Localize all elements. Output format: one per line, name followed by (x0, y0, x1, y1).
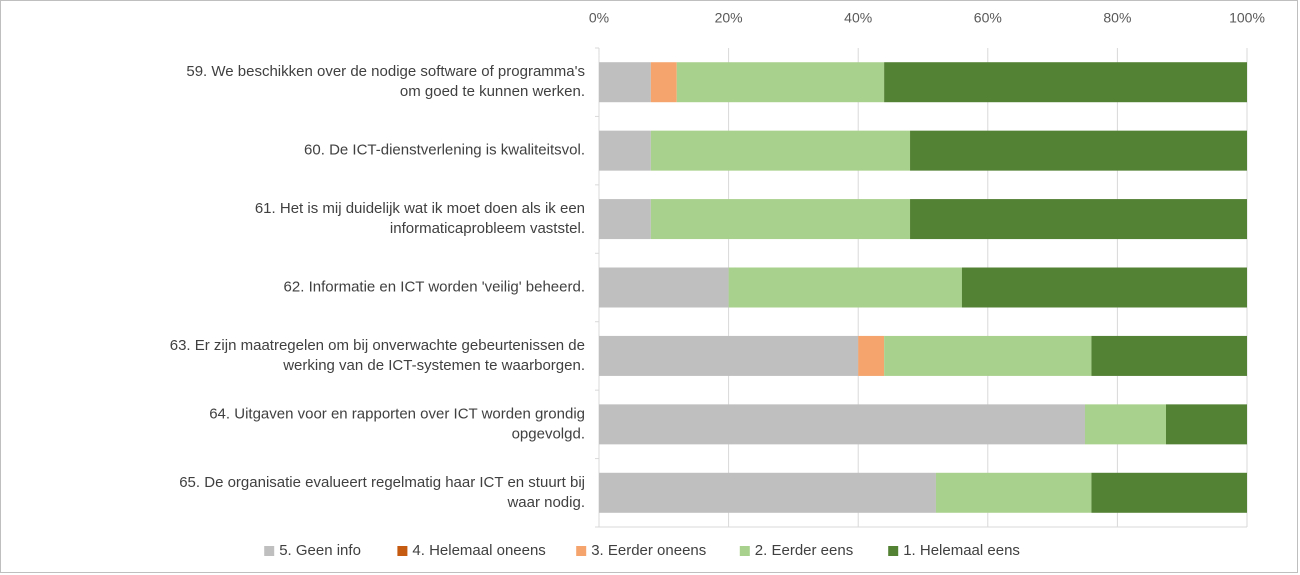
bar-segment (650, 62, 677, 103)
bar-segment (858, 335, 885, 376)
bar-segment (884, 335, 1092, 376)
category-label: 65. De organisatie evalueert regelmatig … (179, 474, 585, 491)
bar-segment (599, 130, 651, 171)
category-label: 59. We beschikken over de nodige softwar… (186, 63, 585, 80)
bar-segment (1091, 335, 1247, 376)
bar-segment (1091, 472, 1247, 513)
category-label: werking van de ICT-systemen te waarborge… (282, 357, 585, 374)
bar-segment (650, 199, 911, 240)
bar-segment (728, 267, 962, 308)
category-label: om goed te kunnen werken. (400, 83, 585, 100)
legend-swatch (264, 546, 275, 556)
bar-segment (910, 130, 1247, 171)
x-tick-label: 0% (589, 10, 609, 26)
bar-segment (599, 267, 729, 308)
x-tick-label: 40% (844, 10, 872, 26)
bar-segment (910, 199, 1247, 240)
x-tick-label: 100% (1229, 10, 1265, 26)
legend-swatch (397, 546, 408, 556)
bar-segment (599, 62, 651, 103)
category-label: 63. Er zijn maatregelen om bij onverwach… (170, 337, 585, 354)
legend-label: 4. Helemaal oneens (412, 542, 545, 559)
legend-swatch (576, 546, 587, 556)
category-label: opgevolgd. (512, 425, 585, 442)
category-label: 62. Informatie en ICT worden 'veilig' be… (284, 278, 585, 295)
bar-segment (676, 62, 885, 103)
bar-segment (599, 404, 1085, 445)
bar-segment (650, 130, 911, 171)
bar-segment (599, 472, 936, 513)
legend-label: 5. Geen info (279, 542, 361, 559)
legend-label: 3. Eerder oneens (591, 542, 706, 559)
bar-segment (935, 472, 1092, 513)
category-label: 64. Uitgaven voor en rapporten over ICT … (209, 405, 585, 422)
category-label: informaticaprobleem vaststel. (390, 220, 585, 237)
category-label: 60. De ICT-dienstverlening is kwaliteits… (304, 142, 585, 159)
bar-segment (599, 335, 859, 376)
legend-label: 2. Eerder eens (755, 542, 853, 559)
x-tick-label: 80% (1103, 10, 1131, 26)
category-label: waar nodig. (506, 494, 585, 511)
bar-segment (961, 267, 1247, 308)
bar-segment (1166, 404, 1247, 445)
category-label: 61. Het is mij duidelijk wat ik moet doe… (255, 200, 585, 217)
x-tick-label: 60% (974, 10, 1002, 26)
bar-segment (884, 62, 1247, 103)
x-tick-label: 20% (715, 10, 743, 26)
legend-label: 1. Helemaal eens (903, 542, 1020, 559)
bar-segment (1085, 404, 1166, 445)
legend-swatch (739, 546, 750, 556)
bar-segment (599, 199, 651, 240)
legend-swatch (888, 546, 899, 556)
